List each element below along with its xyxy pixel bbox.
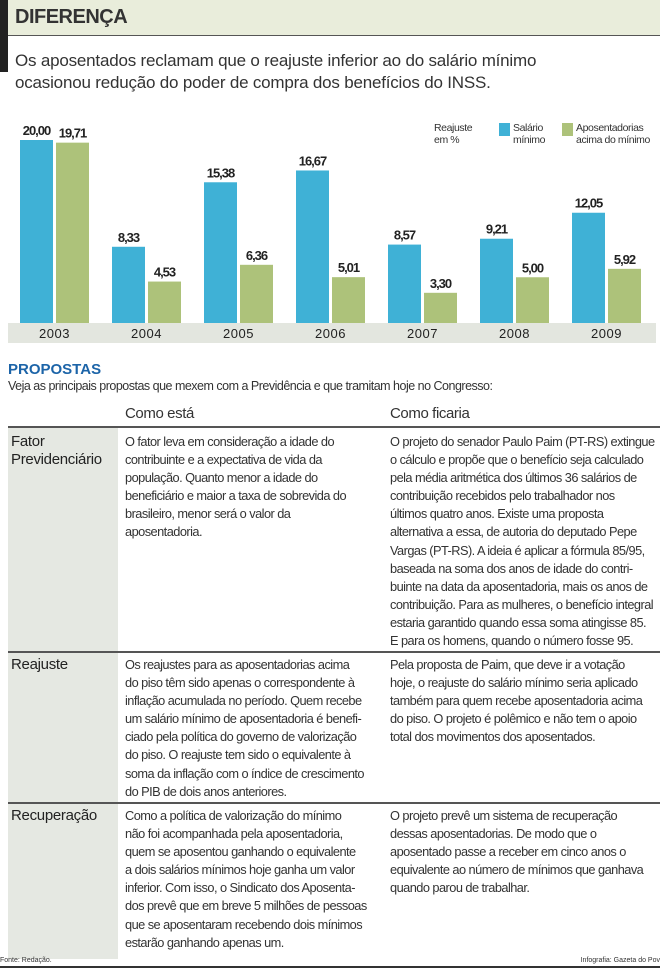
x-tick-label: 2005 bbox=[223, 326, 254, 341]
data-label: 3,30 bbox=[430, 276, 452, 291]
data-label: 8,33 bbox=[118, 230, 140, 245]
data-label: 5,00 bbox=[522, 260, 544, 275]
section-subtitle: Veja as principais propostas que mexem c… bbox=[8, 379, 493, 393]
cell-now: Como a política de valorização do mínimo… bbox=[125, 808, 367, 950]
data-label: 16,67 bbox=[299, 153, 327, 168]
divider bbox=[8, 426, 660, 428]
cell-would: O projeto prevê um sistema de recuperaçã… bbox=[390, 808, 644, 896]
row-label: Recuperação bbox=[11, 807, 97, 824]
bar-salario bbox=[480, 238, 513, 323]
data-label: 6,36 bbox=[246, 248, 268, 263]
bar-salario bbox=[204, 182, 237, 323]
bar-salario bbox=[296, 170, 329, 323]
bar-chart: 20,00 19,71 2003 8,33 4,53 2004 15,38 6,36 2005 1… bbox=[8, 123, 656, 343]
row-label: Reajuste bbox=[11, 656, 68, 673]
bar-aposentadorias bbox=[516, 277, 549, 323]
bottom-rule bbox=[0, 966, 660, 968]
bar-salario bbox=[20, 140, 53, 323]
label-column-bg bbox=[8, 428, 118, 959]
bar-salario bbox=[388, 244, 421, 323]
cell-would: Pela proposta de Paim, que deve ir a vot… bbox=[390, 657, 643, 745]
data-label: 19,71 bbox=[59, 126, 87, 141]
legend-unit: Reajuste em % bbox=[434, 122, 473, 146]
legend-label-aposentadorias: Aposentadorias acima do mínimo bbox=[576, 122, 650, 146]
legend-swatch-salario bbox=[499, 123, 510, 136]
bar-aposentadorias bbox=[240, 264, 273, 323]
x-tick-label: 2008 bbox=[499, 326, 530, 341]
data-label: 20,00 bbox=[23, 123, 51, 138]
page-title: DIFERENÇA bbox=[15, 6, 128, 28]
bar-aposentadorias bbox=[56, 142, 89, 323]
bar-aposentadorias bbox=[332, 277, 365, 323]
cell-now: Os reajustes para as aposentadorias acim… bbox=[125, 657, 365, 799]
section-title: PROPOSTAS bbox=[8, 361, 102, 378]
column-header-would: Como ficaria bbox=[390, 405, 470, 422]
divider bbox=[8, 651, 660, 653]
data-label: 5,01 bbox=[338, 260, 360, 275]
data-label: 5,92 bbox=[614, 252, 636, 267]
page-subtitle: Os aposentados reclamam que o reajuste i… bbox=[15, 51, 537, 92]
legend-swatch-aposentadorias bbox=[562, 123, 573, 136]
x-tick-label: 2003 bbox=[39, 326, 70, 341]
bar-salario bbox=[572, 212, 605, 323]
x-tick-label: 2009 bbox=[591, 326, 622, 341]
x-tick-label: 2006 bbox=[315, 326, 346, 341]
credit-note: Infografia: Gazeta do Pov bbox=[580, 957, 660, 964]
header-accent-bar bbox=[0, 0, 8, 72]
cell-now: O fator leva em consideração a idade do … bbox=[125, 434, 347, 540]
data-label: 9,21 bbox=[486, 222, 508, 237]
data-label: 8,57 bbox=[394, 228, 416, 243]
legend-label-salario: Salário mínimo bbox=[513, 122, 546, 146]
x-axis-band bbox=[8, 323, 656, 343]
x-tick-label: 2004 bbox=[131, 326, 162, 341]
source-note: Fonte: Redação. bbox=[0, 957, 52, 964]
data-label: 4,53 bbox=[154, 265, 176, 280]
bar-aposentadorias bbox=[608, 268, 641, 323]
x-tick-label: 2007 bbox=[407, 326, 438, 341]
column-header-now: Como está bbox=[125, 405, 194, 422]
bar-aposentadorias bbox=[424, 292, 457, 323]
row-label: Fator Previdenciário bbox=[11, 433, 102, 468]
cell-would: O projeto do senador Paulo Paim (PT-RS) … bbox=[390, 434, 655, 649]
divider bbox=[8, 802, 660, 804]
data-label: 12,05 bbox=[575, 196, 603, 211]
data-label: 15,38 bbox=[207, 165, 235, 180]
header-band bbox=[0, 0, 660, 36]
bar-aposentadorias bbox=[148, 281, 181, 323]
bar-salario bbox=[112, 246, 145, 323]
